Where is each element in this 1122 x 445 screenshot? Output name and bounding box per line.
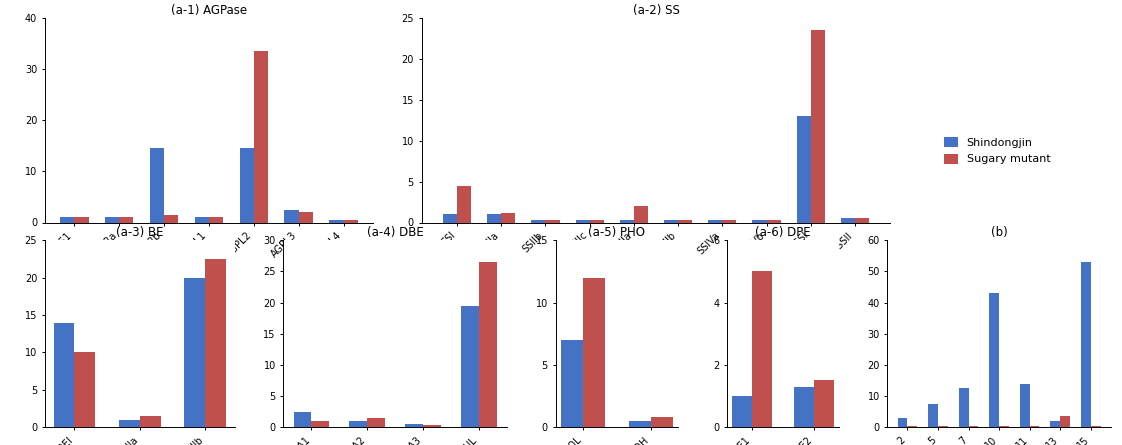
- Bar: [74, 217, 89, 222]
- Bar: [59, 217, 74, 222]
- Bar: [582, 278, 605, 427]
- Bar: [999, 425, 1009, 427]
- Bar: [664, 220, 678, 222]
- Legend: Shindongjin, Sugary mutant: Shindongjin, Sugary mutant: [945, 138, 1050, 164]
- Bar: [140, 416, 160, 427]
- Bar: [840, 218, 855, 222]
- Bar: [990, 293, 999, 427]
- Bar: [461, 306, 479, 427]
- Bar: [1082, 262, 1091, 427]
- Bar: [502, 213, 515, 222]
- Bar: [753, 220, 766, 222]
- Title: (a-2) SS: (a-2) SS: [633, 4, 680, 16]
- Bar: [752, 271, 772, 427]
- Bar: [423, 425, 441, 427]
- Title: (b): (b): [991, 226, 1008, 239]
- Bar: [119, 420, 140, 427]
- Bar: [330, 220, 343, 222]
- Bar: [959, 388, 968, 427]
- Bar: [443, 214, 457, 222]
- Bar: [1060, 417, 1070, 427]
- Bar: [898, 418, 908, 427]
- Bar: [678, 220, 692, 222]
- Bar: [1030, 425, 1039, 427]
- Bar: [723, 220, 736, 222]
- Bar: [104, 217, 119, 222]
- Bar: [54, 323, 74, 427]
- Bar: [545, 220, 560, 222]
- Bar: [254, 51, 268, 223]
- Bar: [629, 421, 651, 427]
- Bar: [164, 215, 178, 222]
- Bar: [457, 186, 471, 222]
- Bar: [928, 404, 938, 427]
- Title: (a-4) DBE: (a-4) DBE: [367, 226, 423, 239]
- Bar: [797, 116, 811, 222]
- Bar: [184, 278, 205, 427]
- Bar: [908, 425, 917, 427]
- Bar: [285, 210, 298, 222]
- Bar: [479, 262, 497, 427]
- Bar: [561, 340, 582, 427]
- Title: (a-3) BE: (a-3) BE: [116, 226, 164, 239]
- Bar: [294, 412, 312, 427]
- Bar: [938, 425, 948, 427]
- Bar: [194, 217, 209, 222]
- Bar: [298, 212, 313, 222]
- Title: (a-6) DPE: (a-6) DPE: [755, 226, 811, 239]
- Bar: [119, 217, 134, 222]
- Bar: [532, 220, 545, 222]
- Bar: [205, 259, 226, 427]
- Bar: [619, 220, 634, 222]
- Bar: [590, 220, 604, 222]
- Bar: [733, 396, 752, 427]
- Title: (a-1) AGPase: (a-1) AGPase: [171, 4, 247, 16]
- Bar: [149, 148, 164, 222]
- Bar: [312, 421, 329, 427]
- Bar: [651, 417, 673, 427]
- Bar: [1020, 384, 1030, 427]
- Bar: [708, 220, 723, 222]
- Bar: [343, 220, 358, 222]
- Bar: [634, 206, 649, 222]
- Bar: [794, 387, 813, 427]
- Bar: [349, 421, 367, 427]
- Bar: [576, 220, 590, 222]
- Title: (a-5) PHO: (a-5) PHO: [588, 226, 645, 239]
- Bar: [811, 30, 825, 222]
- Bar: [1050, 421, 1060, 427]
- Bar: [74, 352, 95, 427]
- Bar: [855, 218, 870, 222]
- Bar: [209, 217, 223, 222]
- Bar: [487, 214, 502, 222]
- Bar: [968, 425, 978, 427]
- Bar: [766, 220, 781, 222]
- Bar: [239, 148, 254, 222]
- Bar: [367, 418, 385, 427]
- Bar: [405, 424, 423, 427]
- Bar: [1091, 425, 1101, 427]
- Bar: [813, 380, 834, 427]
